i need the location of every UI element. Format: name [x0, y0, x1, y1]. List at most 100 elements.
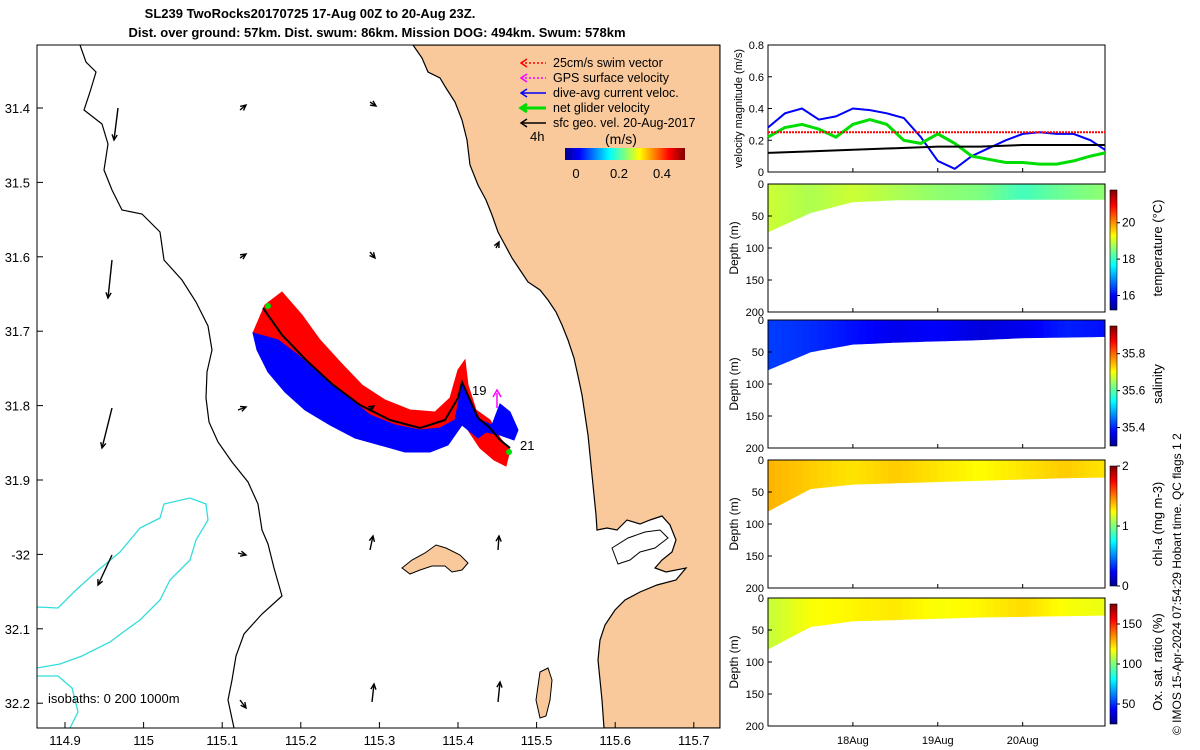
section-cell [866, 597, 875, 621]
map-longitude-ticks: 114.9 115 115.1 115.2 115.3 115.4 115.5 115.6 11… [49, 722, 710, 748]
depth-tick-label: 0 [758, 179, 764, 191]
section-cell [923, 183, 932, 201]
lat-tick-label: 31.4 [5, 101, 30, 116]
section-cell [1091, 319, 1099, 338]
section-cell [1057, 183, 1066, 200]
geo-velocity-arrowhead [100, 441, 107, 450]
geo-velocity-arrowhead [496, 680, 503, 688]
lat-tick-label: 31.5 [5, 175, 30, 190]
section-cell [979, 597, 988, 618]
section-cell [944, 319, 953, 342]
section-cell [1043, 597, 1052, 617]
colorbar-label: temperature (°C) [1150, 200, 1165, 297]
section-cell [887, 183, 896, 201]
section-cell [880, 183, 889, 201]
section-cell [902, 319, 910, 343]
section-cell [916, 597, 924, 620]
section-cell [1008, 459, 1016, 480]
section-cell [817, 459, 825, 489]
section-cell [909, 183, 917, 201]
section-cell [916, 319, 924, 343]
section-cell [909, 459, 917, 483]
section-cell [774, 597, 783, 647]
start-marker [265, 303, 271, 309]
section-cell [951, 597, 960, 619]
legend-arrowhead [519, 58, 528, 68]
legend-4h: 4h [530, 129, 544, 144]
section-cell [803, 183, 811, 217]
section-cell [859, 183, 868, 202]
section-cell [1022, 459, 1030, 480]
map-frame [36, 44, 721, 729]
section-cell [831, 319, 840, 349]
section-cell [1015, 597, 1024, 618]
geo-velocity-arrow [107, 259, 113, 299]
section-cell [951, 183, 960, 201]
section-cell [887, 459, 896, 484]
colorbar-tick-label: 35.4 [1122, 421, 1146, 435]
section-cell [767, 597, 776, 650]
section-cell [788, 597, 797, 639]
section-colorbar [1109, 603, 1118, 725]
velocity-series-line [767, 144, 1105, 154]
lon-tick-label: 114.9 [49, 733, 81, 748]
section-cell [1057, 597, 1066, 617]
section-cell [894, 183, 903, 201]
depth-tick-label: 150 [746, 275, 764, 287]
depth-tick-label: 200 [746, 721, 764, 733]
section-cell [894, 459, 903, 484]
section-cell [845, 459, 854, 486]
section-cell [951, 459, 960, 482]
velocity-ytick-label: 0.4 [749, 104, 764, 116]
colorbar-label: chl-a (mg m-3) [1150, 482, 1165, 567]
depth-tick-label: 200 [746, 307, 764, 319]
section-cell [845, 597, 854, 623]
section-cell [1043, 183, 1052, 200]
colorbar-tick-label: 0 [1122, 579, 1129, 593]
depth-tick-label: 50 [752, 487, 764, 499]
section-cell [1071, 183, 1079, 200]
section-cell [1001, 319, 1009, 340]
section-cell [1036, 183, 1045, 200]
section-cell [1057, 319, 1066, 338]
section-cell [795, 597, 804, 635]
section-cell [1015, 183, 1024, 200]
section-cell [859, 319, 868, 345]
section-cell [937, 597, 946, 619]
section-cell [1050, 597, 1059, 617]
colorbar-tick-label: 18 [1122, 252, 1136, 266]
figure-title-line2: Dist. over ground: 57km. Dist. swum: 86k… [128, 25, 626, 40]
isobath-1000m [37, 497, 209, 669]
geo-velocity-arrowhead [370, 682, 377, 690]
section-cell [930, 459, 939, 483]
depth-tick-label: 100 [746, 657, 764, 669]
section-cell [810, 183, 818, 214]
section-colorbar [1109, 465, 1118, 587]
section-cell [1008, 183, 1016, 200]
section-cell [873, 597, 882, 621]
section-cell [1001, 597, 1009, 618]
geo-velocity-arrow [239, 699, 247, 709]
section-cell [944, 459, 953, 482]
section-cell [994, 319, 1002, 340]
section-cell [979, 183, 988, 201]
section-cell [923, 319, 932, 342]
section-cell [986, 597, 995, 618]
depth-tick-label: 200 [746, 443, 764, 455]
section-cell [972, 319, 981, 341]
velocity-series-line [767, 107, 1106, 170]
colorbar-tick-label: 16 [1122, 288, 1136, 302]
time-tick-label: 20Aug [1007, 735, 1039, 747]
section-cell [817, 597, 825, 627]
section-cell [979, 459, 988, 481]
section-cell [887, 319, 896, 344]
section-cell [951, 319, 960, 342]
section-cell [994, 183, 1002, 201]
section-cell [1064, 319, 1073, 338]
section-cell [873, 319, 882, 344]
geo-velocity-arrowhead [369, 100, 378, 107]
section-cell [803, 597, 811, 631]
section-cell [1084, 597, 1092, 616]
section-cell [902, 183, 910, 201]
